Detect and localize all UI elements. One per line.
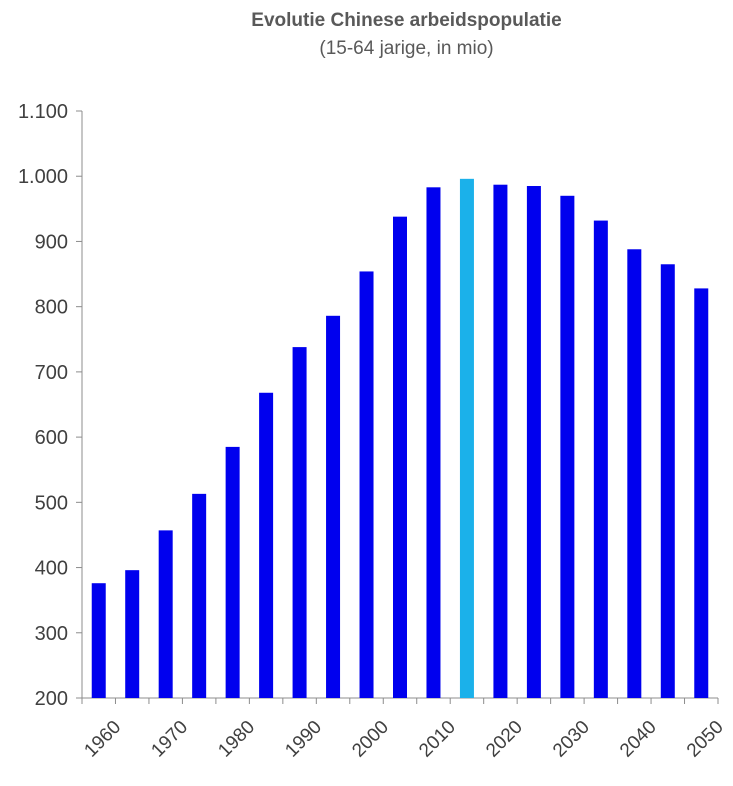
y-tick-label: 1.100: [18, 101, 68, 123]
bar-2035: [593, 220, 608, 698]
y-tick-label: 300: [35, 623, 68, 645]
x-tick-label: 2020: [482, 717, 527, 762]
chart-title: Evolutie Chinese arbeidspopulatie: [251, 10, 562, 31]
x-tick-label: 1980: [214, 717, 259, 762]
bar-2030: [560, 195, 575, 699]
bar-1960: [91, 583, 106, 698]
bar-1995: [326, 315, 341, 698]
y-tick-label: 500: [35, 492, 68, 514]
bar-2005: [393, 216, 407, 698]
y-tick-label: 400: [35, 558, 68, 580]
bar-2025: [526, 186, 541, 698]
bar-1985: [259, 392, 274, 698]
bar-1965: [125, 570, 140, 698]
bar-1990: [292, 347, 307, 698]
y-tick-label: 800: [35, 297, 68, 319]
x-tick-label: 2040: [616, 717, 661, 762]
x-tick-label: 2000: [348, 717, 393, 762]
bar-2045: [660, 264, 675, 698]
y-tick-label: 700: [35, 362, 68, 384]
x-tick-label: 2050: [683, 717, 728, 762]
bar-1970: [158, 530, 173, 698]
bar-2010: [426, 187, 441, 698]
bar-2050: [694, 288, 709, 698]
chart-subtitle: (15-64 jarige, in mio): [319, 38, 494, 59]
bar-2020: [493, 184, 508, 698]
x-tick-label: 1970: [147, 717, 192, 762]
y-tick-label: 1.000: [18, 166, 68, 188]
bar-1980: [225, 446, 240, 698]
x-tick-label: 2010: [415, 717, 460, 762]
y-tick-label: 200: [35, 688, 68, 710]
y-tick-label: 900: [35, 231, 68, 253]
bar-2015: [459, 178, 474, 698]
x-tick-label: 1990: [281, 717, 326, 762]
x-tick-label: 2030: [549, 717, 594, 762]
bar-2040: [627, 249, 642, 698]
y-tick-label: 600: [35, 427, 68, 449]
bar-1975: [192, 493, 207, 698]
x-tick-label: 1960: [80, 717, 125, 762]
bar-2000: [359, 271, 374, 698]
